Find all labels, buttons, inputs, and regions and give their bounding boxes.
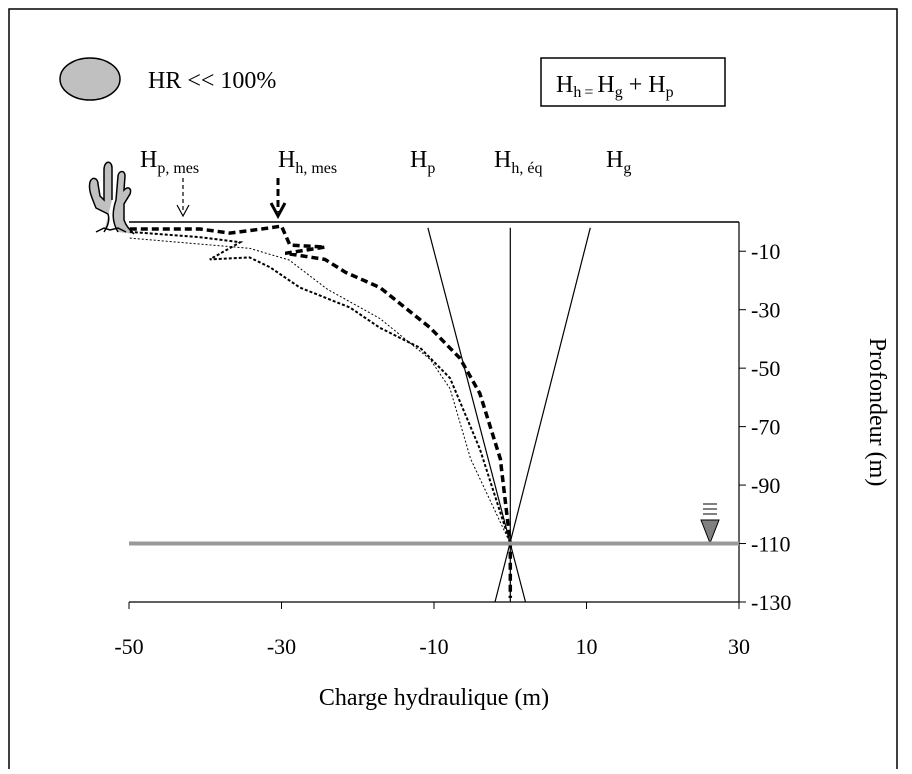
label-base: H (278, 147, 295, 173)
x-tick-label: 30 (728, 634, 750, 659)
humidity-icon (59, 57, 121, 101)
y-axis-label: Profondeur (m) (864, 338, 890, 487)
equation: Hh = Hg + Hp (556, 72, 674, 101)
series-line (494, 227, 591, 603)
operator: + (629, 72, 643, 98)
plant-roots (95, 227, 127, 233)
term-sub: h (573, 84, 581, 101)
label-sub: h, mes (295, 160, 337, 177)
annotations: Hp, mes Hh, mes Hp Hh, éq Hg (140, 147, 631, 177)
label-sub: p (427, 160, 435, 177)
arrow-head (176, 204, 190, 218)
label-sub: p, mes (157, 160, 199, 177)
series-line (427, 227, 527, 603)
label-base: H (606, 147, 623, 173)
term: H (648, 72, 665, 98)
frame (8, 8, 898, 774)
series-line (129, 237, 511, 544)
x-tick-label: 10 (576, 634, 598, 659)
water-table-icon (700, 519, 720, 545)
x-tick-label: -50 (114, 634, 143, 659)
term: H (556, 72, 573, 98)
equation-box (540, 57, 726, 107)
x-tick-label: -10 (419, 634, 448, 659)
label-base: H (494, 147, 511, 173)
operator: = (584, 84, 593, 101)
y-tick-label: -70 (751, 415, 780, 440)
x-axis-label: Charge hydraulique (m) (319, 685, 549, 711)
series-line (129, 230, 512, 544)
term: H (597, 72, 614, 98)
series-label: Hg (606, 147, 631, 177)
series-label: Hp (410, 147, 435, 177)
y-tick-label: -10 (751, 239, 780, 264)
y-tick-label: -50 (751, 356, 780, 381)
series-label: Hh, éq (494, 147, 542, 177)
label-sub: h, éq (511, 160, 542, 177)
y-tick-label: -30 (751, 298, 780, 323)
term-sub: g (615, 84, 623, 101)
plant-icon (88, 161, 135, 235)
series-line (129, 224, 513, 598)
series-label: Hp, mes (140, 147, 199, 177)
x-tick-label: -30 (267, 634, 296, 659)
term-sub: p (666, 84, 674, 101)
y-tick-label: -130 (751, 590, 791, 615)
arrow-head (269, 202, 287, 220)
y-tick-label: -110 (751, 532, 791, 557)
condition-label: HR << 100% (148, 68, 276, 94)
y-tick-label: -90 (751, 473, 780, 498)
label-sub: g (623, 160, 631, 177)
series-label: Hh, mes (278, 147, 337, 177)
label-base: H (140, 147, 157, 173)
label-base: H (410, 147, 427, 173)
